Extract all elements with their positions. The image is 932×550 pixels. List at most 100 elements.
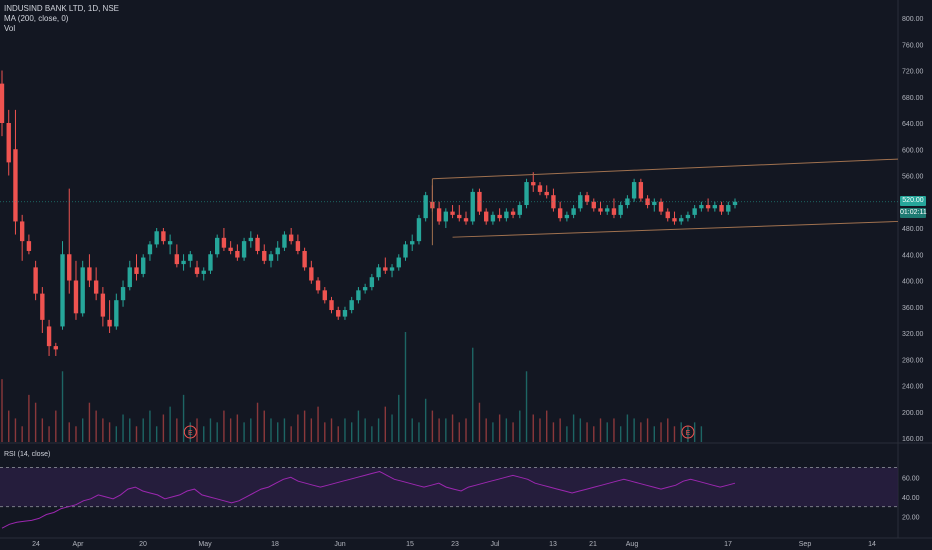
volume-bar [129,418,131,442]
candle-body [423,195,428,219]
candle-body [692,208,697,215]
rsi-line [1,470,736,529]
time-axis-label: Sep [799,541,812,548]
volume-bar [505,418,508,442]
candle-body [288,234,294,242]
volume-bar [512,422,514,442]
time-axis-label: Aug [626,541,639,548]
volume-bar [250,418,252,442]
candle-body [46,326,52,347]
rsi-label[interactable]: RSI (14, close) [4,451,50,458]
volume-bar [189,422,191,442]
candle-body [19,221,25,242]
candle-body [80,267,85,314]
volume-bar [14,418,17,442]
volume-bar [61,371,64,442]
volume-bar [546,410,548,442]
symbol-title[interactable]: INDUSIND BANK LTD, 1D, NSE [4,4,119,13]
volume-bar [593,426,595,442]
volume-bar [451,414,454,442]
candle-body [60,254,65,327]
candle-body [685,214,691,219]
candle-body [551,195,556,209]
volume-bar [478,402,481,442]
candle-body [194,267,200,274]
volume-bar [182,394,185,442]
volume-bar [492,422,494,442]
candle-body [369,277,375,288]
time-axis-label: 13 [549,541,557,548]
volume-bar [418,422,420,442]
price-axis-label: 280.00 [902,357,924,364]
volume-bar [498,414,501,442]
rsi-axis-label: 60.00 [902,475,920,482]
volume-bar [559,418,561,442]
price-axis-label: 400.00 [902,279,924,286]
candle-body [356,290,361,301]
volume-bar [229,418,232,442]
candle-body [221,237,227,248]
candle-body [490,214,496,222]
candle-body [26,241,32,251]
candle-body [517,205,522,215]
rsi-band [0,467,898,507]
volume-bar [102,418,104,442]
candle-body [53,346,58,350]
ma-indicator-label[interactable]: MA (200, close, 0) [4,14,69,23]
candle-body [167,241,173,245]
candle-body [100,293,106,317]
earnings-marker-icon [183,425,197,439]
candle-body [605,208,610,212]
candle-body [537,185,543,192]
volume-bar [398,394,400,442]
volume-bar [606,422,608,442]
candle-body [147,244,153,255]
bar-countdown-tag: 01:02:11 [900,208,927,218]
candle-body [349,300,354,311]
candle-body [383,267,388,271]
candle-body [255,237,260,251]
volume-label[interactable]: Vol [4,24,16,33]
candle-body [598,208,603,212]
candle-body [504,211,509,219]
candle-body [107,319,112,327]
chart-legend: INDUSIND BANK LTD, 1D, NSE MA (200, clos… [4,4,119,34]
candle-body [40,293,45,320]
volume-bar [48,426,50,442]
candle-body [309,267,314,281]
candle-body [275,247,280,255]
volume-bar [263,410,265,442]
price-axis-label: 200.00 [902,410,924,417]
candle-body [564,214,570,219]
volume-bar [169,406,171,442]
volume-bar [599,418,602,442]
volume-bar [290,426,292,442]
time-axis-label: 15 [406,541,414,548]
volume-bar [519,410,521,442]
candle-body [0,83,5,123]
volume-bar [75,426,77,442]
volume-bar [424,398,427,442]
price-axis-label: 560.00 [902,174,924,181]
candle-body [584,195,590,202]
volume-bar [357,410,360,442]
volume-bar [297,414,299,442]
candle-body [315,280,321,291]
candle-body [665,211,670,219]
candle-body [410,241,415,245]
time-axis-label: May [198,541,212,548]
candle-body [403,244,408,258]
candle-body [463,218,469,222]
rsi-axis-label: 20.00 [902,514,920,521]
volume-bar [155,426,158,442]
candle-body [154,231,159,245]
volume-bar [371,426,373,442]
volume-bar [196,418,198,442]
volume-bar [283,418,286,442]
volume-bar [391,414,393,442]
candle-body [161,231,166,242]
volume-bar [384,406,387,442]
volume-bar [438,418,440,442]
volume-bar [21,426,23,442]
